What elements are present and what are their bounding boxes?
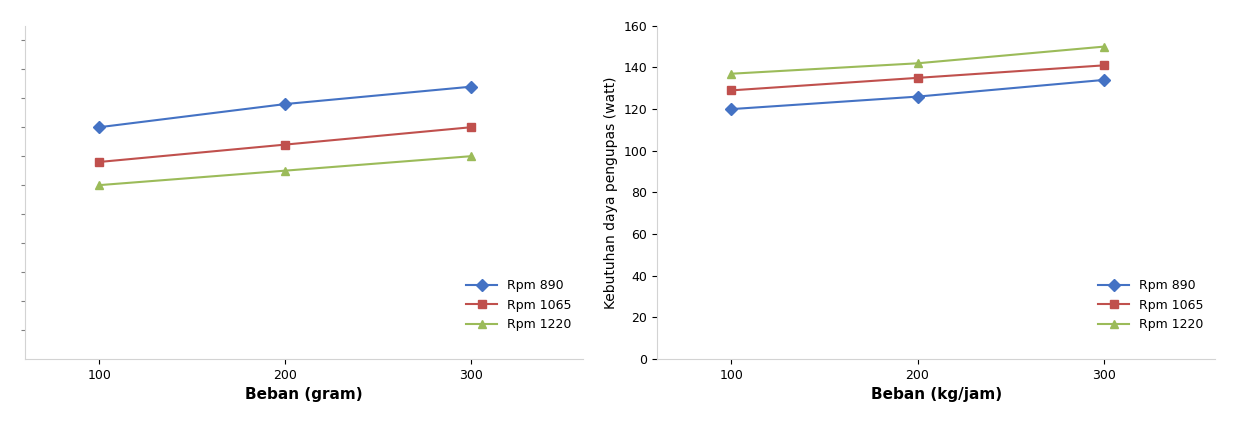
Line: Rpm 1220: Rpm 1220 <box>95 152 476 189</box>
Rpm 1220 <box>910 61 925 66</box>
Line: Rpm 890: Rpm 890 <box>727 76 1107 113</box>
Rpm 1220 <box>464 154 478 159</box>
X-axis label: Beban (kg/jam): Beban (kg/jam) <box>870 387 1001 402</box>
Rpm 890 <box>464 84 478 89</box>
Rpm 890 <box>91 125 106 130</box>
Rpm 1065 <box>724 88 739 93</box>
Line: Rpm 890: Rpm 890 <box>95 82 476 132</box>
Rpm 1065 <box>91 159 106 165</box>
Rpm 890 <box>1096 77 1111 82</box>
Rpm 1220 <box>1096 44 1111 49</box>
Rpm 1065 <box>1096 63 1111 68</box>
Rpm 890 <box>278 102 293 107</box>
Rpm 1220 <box>278 168 293 173</box>
Legend: Rpm 890, Rpm 1065, Rpm 1220: Rpm 890, Rpm 1065, Rpm 1220 <box>461 275 577 336</box>
Line: Rpm 1065: Rpm 1065 <box>727 61 1107 94</box>
Rpm 1220 <box>724 71 739 76</box>
Y-axis label: Kebutuhan daya pengupas (watt): Kebutuhan daya pengupas (watt) <box>604 76 618 309</box>
Rpm 890 <box>910 94 925 99</box>
Rpm 1065 <box>464 125 478 130</box>
Line: Rpm 1220: Rpm 1220 <box>727 42 1107 78</box>
Rpm 1065 <box>910 75 925 80</box>
Rpm 890 <box>724 107 739 112</box>
Legend: Rpm 890, Rpm 1065, Rpm 1220: Rpm 890, Rpm 1065, Rpm 1220 <box>1093 275 1209 336</box>
Rpm 1220 <box>91 183 106 188</box>
X-axis label: Beban (gram): Beban (gram) <box>245 387 363 402</box>
Line: Rpm 1065: Rpm 1065 <box>95 123 476 166</box>
Rpm 1065 <box>278 142 293 147</box>
